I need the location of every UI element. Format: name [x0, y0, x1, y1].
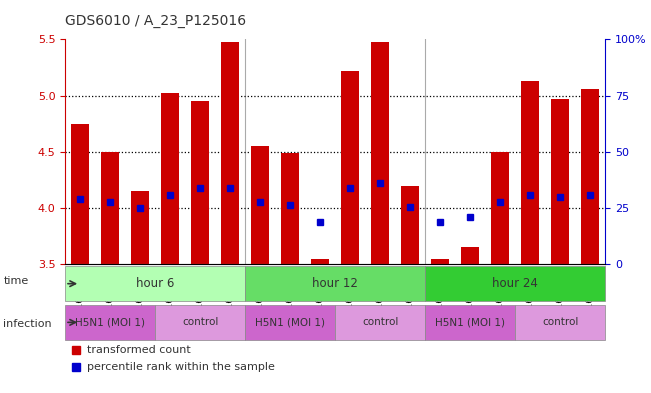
Bar [341, 71, 359, 264]
Text: H5N1 (MOI 1): H5N1 (MOI 1) [75, 318, 145, 327]
Text: control: control [182, 318, 218, 327]
Bar [191, 101, 209, 264]
Bar [131, 191, 149, 264]
Text: hour 24: hour 24 [492, 277, 538, 290]
Bar [371, 42, 389, 264]
Bar [161, 93, 179, 264]
Bar [492, 152, 509, 264]
Bar [281, 153, 299, 264]
Text: transformed count: transformed count [87, 345, 191, 354]
Text: hour 6: hour 6 [136, 277, 174, 290]
Text: time: time [3, 276, 29, 286]
Text: H5N1 (MOI 1): H5N1 (MOI 1) [436, 318, 505, 327]
Bar [251, 146, 270, 264]
Text: infection: infection [3, 319, 52, 329]
Bar [432, 259, 449, 264]
FancyBboxPatch shape [155, 305, 245, 340]
Bar [311, 259, 329, 264]
Bar [581, 89, 600, 264]
FancyBboxPatch shape [335, 305, 425, 340]
FancyBboxPatch shape [245, 305, 335, 340]
FancyBboxPatch shape [425, 266, 605, 301]
Text: control: control [542, 318, 579, 327]
Text: hour 12: hour 12 [312, 277, 358, 290]
FancyBboxPatch shape [425, 305, 516, 340]
Bar [71, 124, 89, 264]
Bar [462, 248, 479, 264]
Bar [101, 152, 119, 264]
Text: GDS6010 / A_23_P125016: GDS6010 / A_23_P125016 [65, 13, 246, 28]
Bar [221, 42, 239, 264]
Text: control: control [362, 318, 398, 327]
Bar [401, 185, 419, 264]
FancyBboxPatch shape [516, 305, 605, 340]
Bar [521, 81, 540, 264]
FancyBboxPatch shape [65, 266, 245, 301]
FancyBboxPatch shape [65, 305, 155, 340]
Text: H5N1 (MOI 1): H5N1 (MOI 1) [255, 318, 326, 327]
Bar [551, 99, 570, 264]
Text: percentile rank within the sample: percentile rank within the sample [87, 362, 275, 372]
FancyBboxPatch shape [245, 266, 425, 301]
